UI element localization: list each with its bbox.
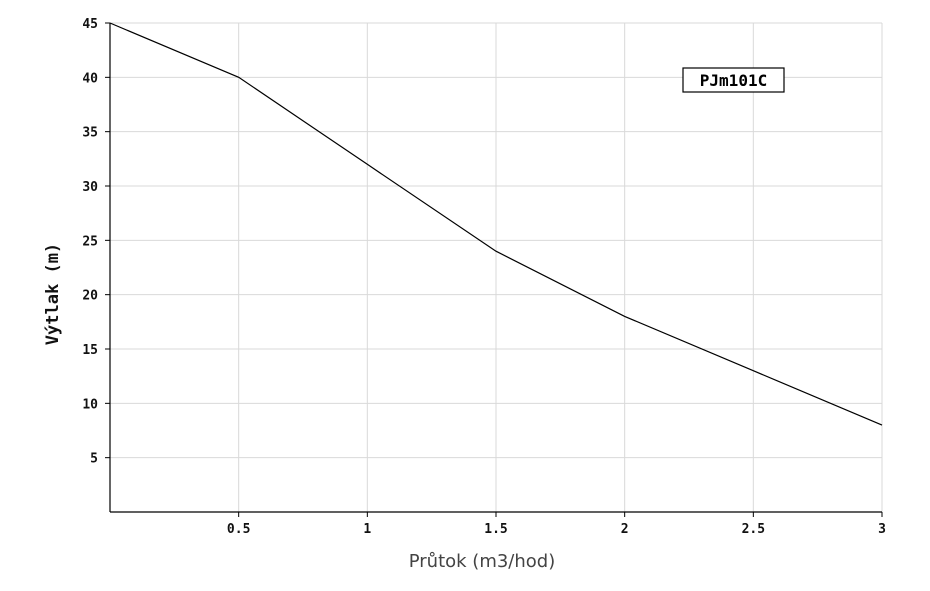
y-tick-label: 40 — [82, 71, 98, 86]
x-tick-label: 2.5 — [742, 522, 765, 537]
x-tick-label: 2 — [621, 522, 629, 537]
legend-label: PJm101C — [700, 71, 767, 90]
y-tick-label: 45 — [82, 17, 98, 32]
y-tick-label: 25 — [82, 234, 98, 249]
y-tick-label: 35 — [82, 126, 98, 141]
x-tick-label: 0.5 — [227, 522, 250, 537]
y-tick-label: 10 — [82, 397, 98, 412]
y-tick-label: 20 — [82, 289, 98, 304]
y-tick-label: 5 — [90, 452, 98, 467]
y-tick-label: 15 — [82, 343, 98, 358]
y-tick-label: 30 — [82, 180, 98, 195]
x-tick-label: 1.5 — [484, 522, 507, 537]
legend: PJm101C — [682, 67, 785, 93]
x-axis-label: Průtok (m3/hod) — [409, 551, 556, 572]
series-lines — [109, 22, 883, 426]
axes — [105, 22, 883, 517]
x-tick-label: 3 — [878, 522, 886, 537]
x-tick-label: 1 — [363, 522, 371, 537]
y-axis-label: Výtlak (m) — [43, 243, 63, 345]
series-line — [109, 22, 883, 426]
legend-box — [682, 67, 785, 93]
